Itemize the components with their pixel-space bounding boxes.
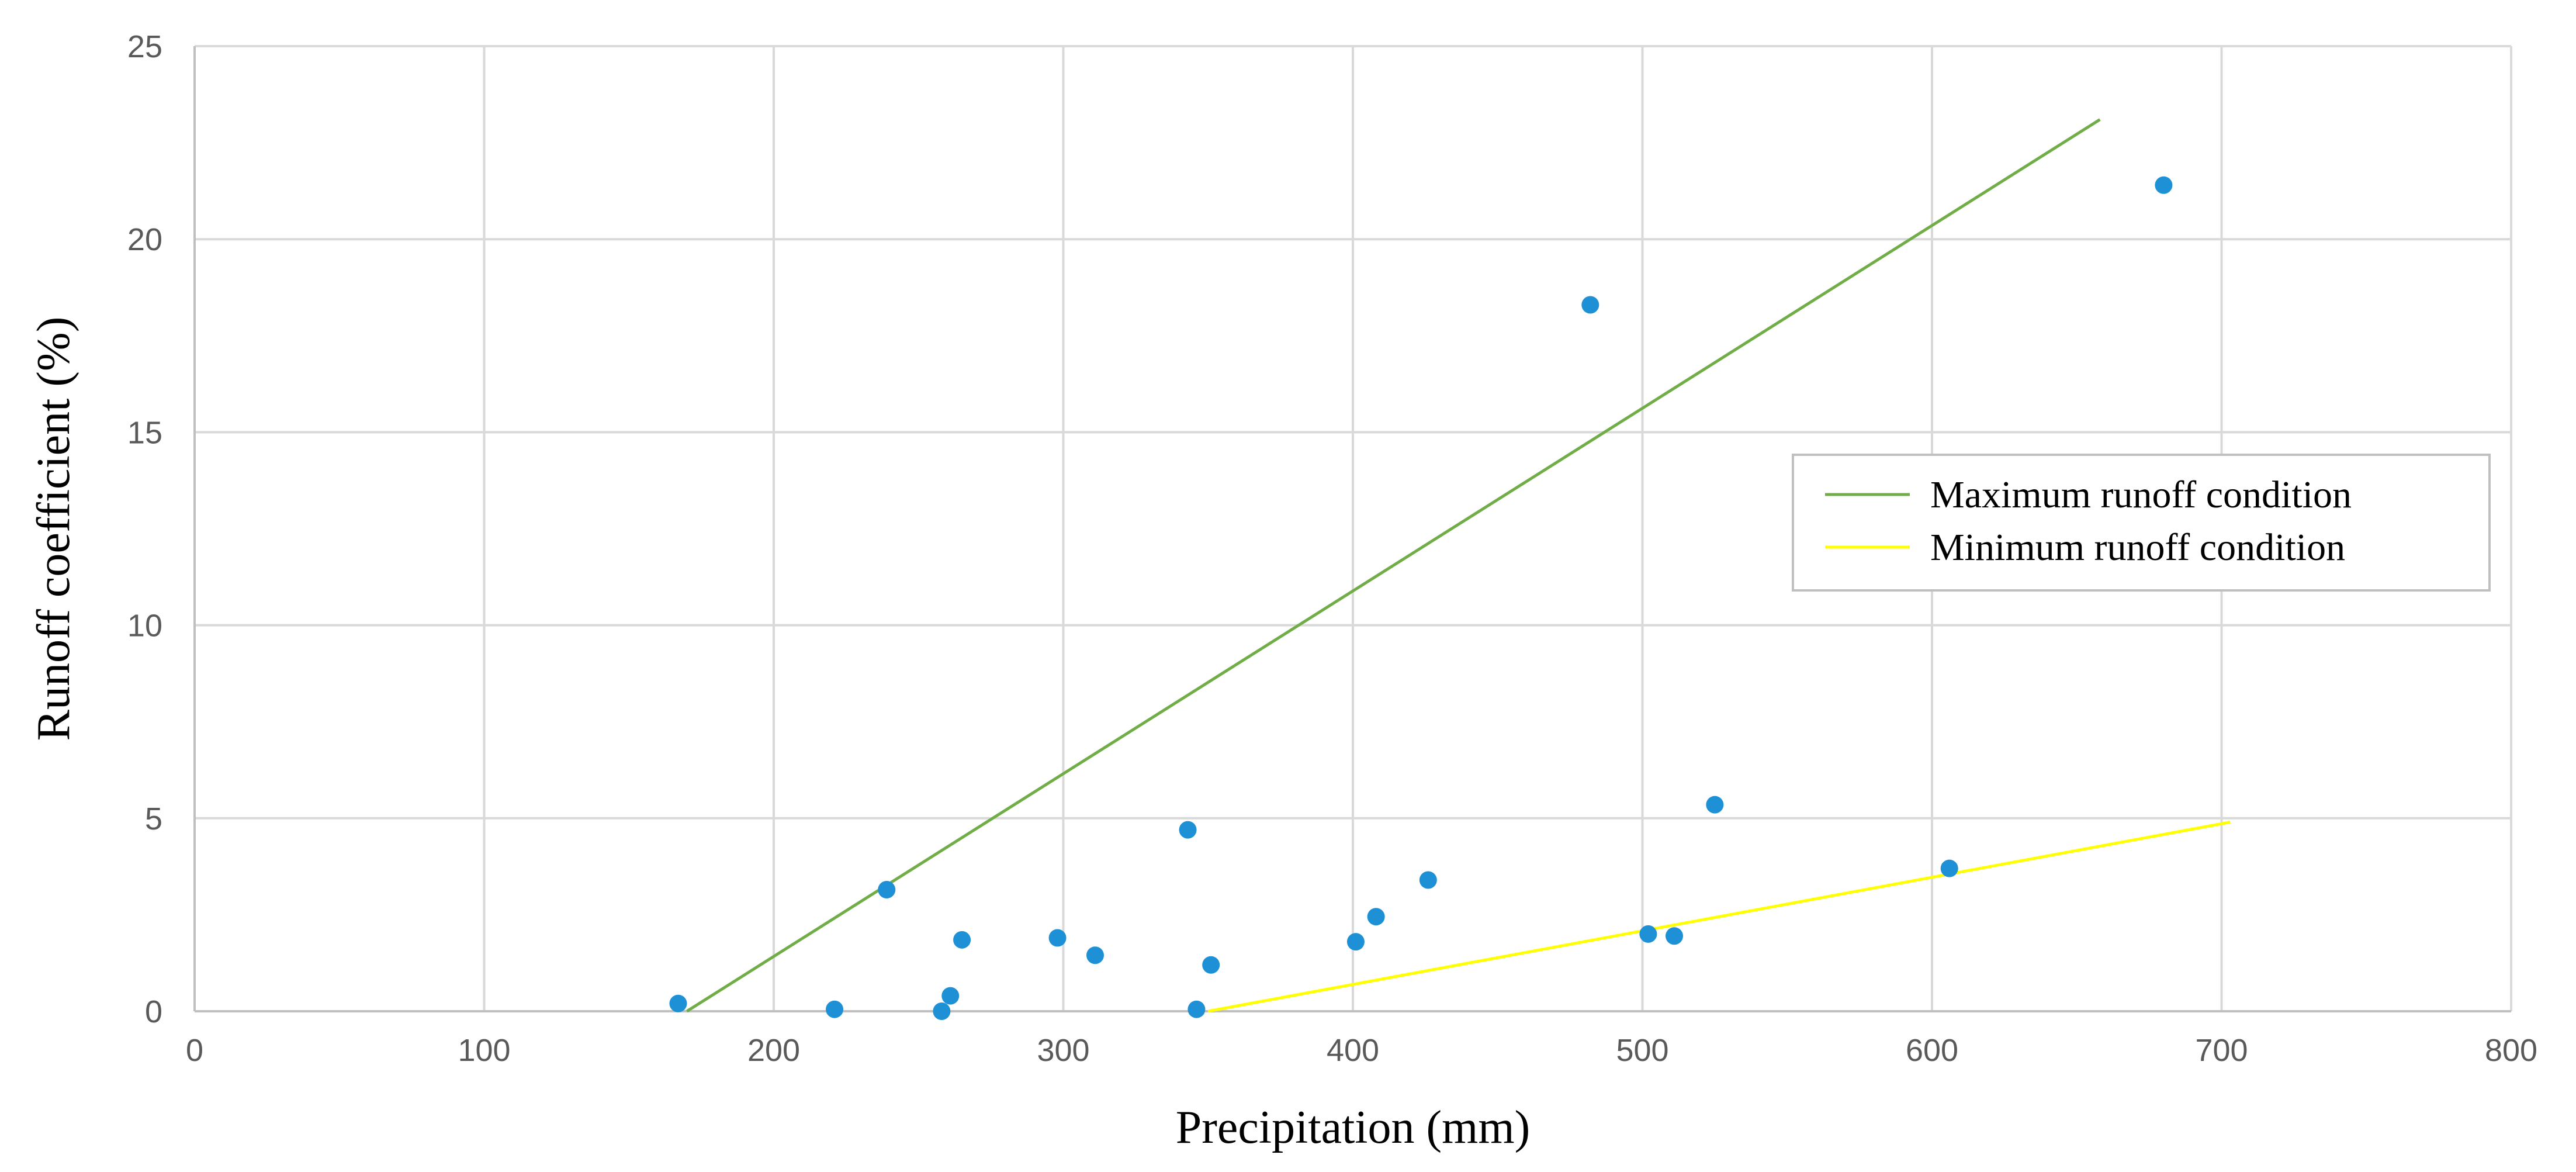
data-point: [1639, 925, 1657, 943]
data-point: [2155, 176, 2173, 194]
y-tick-label: 10: [127, 609, 162, 644]
y-tick-label: 25: [127, 29, 162, 64]
data-point: [1940, 859, 1958, 877]
y-tick-label: 5: [145, 801, 162, 836]
data-point: [826, 1000, 844, 1018]
data-point: [1581, 296, 1599, 314]
y-axis-label: Runoff coefficient (%): [28, 317, 79, 741]
data-point: [933, 1002, 951, 1020]
data-point: [1346, 933, 1365, 951]
y-tick-label: 0: [145, 994, 162, 1029]
legend-label: Maximum runoff condition: [1930, 473, 2352, 516]
y-tick-label: 15: [127, 415, 162, 450]
x-tick-label: 500: [1616, 1033, 1668, 1068]
data-point: [1202, 956, 1220, 974]
x-tick-label: 400: [1327, 1033, 1379, 1068]
data-point: [1666, 927, 1684, 945]
data-point: [1419, 871, 1437, 889]
x-tick-label: 700: [2195, 1033, 2248, 1068]
data-point: [878, 880, 896, 898]
series-line-maximum-runoff: [686, 118, 2101, 1013]
axis-layer: 0 100 200 300 400 500 600 700 800 0 5 10 15 20 25: [127, 29, 2537, 1068]
legend-label: Minimum runoff condition: [1930, 526, 2345, 569]
legend-box: [1792, 454, 2491, 592]
series-line-minimum-runoff: [1207, 820, 2231, 1013]
x-tick-label: 100: [458, 1033, 510, 1068]
x-tick-label: 0: [186, 1033, 203, 1068]
data-point: [1367, 908, 1385, 926]
points-layer: [669, 176, 2173, 1020]
x-axis-label: Precipitation (mm): [1176, 1102, 1531, 1153]
x-tick-label: 800: [2485, 1033, 2537, 1068]
data-point: [1086, 946, 1105, 964]
data-point: [1187, 1000, 1206, 1018]
data-point: [1179, 821, 1197, 839]
data-point: [1706, 796, 1724, 814]
y-tick-label: 20: [127, 222, 162, 257]
x-tick-label: 300: [1037, 1033, 1089, 1068]
x-tick-label: 600: [1906, 1033, 1958, 1068]
data-point: [953, 931, 971, 949]
legend: Maximum runoff condition Minimum runoff c…: [1792, 454, 2491, 592]
data-point: [1048, 929, 1067, 947]
x-tick-label: 200: [747, 1033, 800, 1068]
series-layer: [686, 118, 2231, 1013]
data-point: [941, 987, 960, 1005]
data-point: [669, 994, 687, 1012]
